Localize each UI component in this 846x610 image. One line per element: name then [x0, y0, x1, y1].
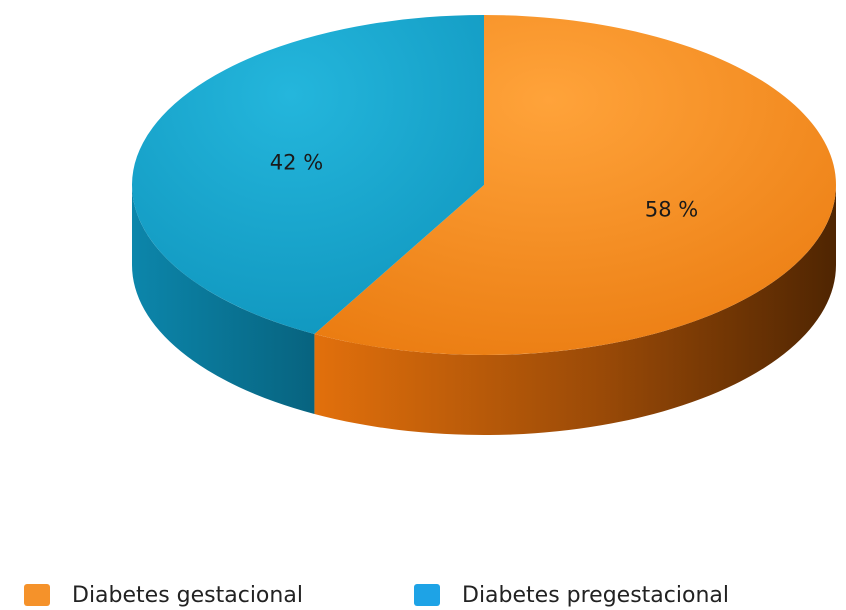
- pie-label-0: 58 %: [645, 197, 698, 221]
- legend: Diabetes gestacional Diabetes pregestaci…: [0, 580, 846, 610]
- legend-label-pregestacional: Diabetes pregestacional: [462, 582, 729, 608]
- legend-swatch-gestacional: [24, 584, 50, 606]
- pie-slice-1: [131, 15, 484, 334]
- legend-item-diabetes-gestacional: Diabetes gestacional: [24, 580, 303, 610]
- pie-side-0: [314, 185, 836, 435]
- pie-chart: 58 % 42 %: [131, 15, 836, 435]
- pie-side-1: [132, 185, 315, 414]
- pie-slice-0: [314, 15, 836, 355]
- legend-swatch-pregestacional: [414, 584, 440, 606]
- pie-label-1: 42 %: [270, 151, 323, 175]
- legend-item-diabetes-pregestacional: Diabetes pregestacional: [414, 580, 729, 610]
- legend-label-gestacional: Diabetes gestacional: [72, 582, 303, 608]
